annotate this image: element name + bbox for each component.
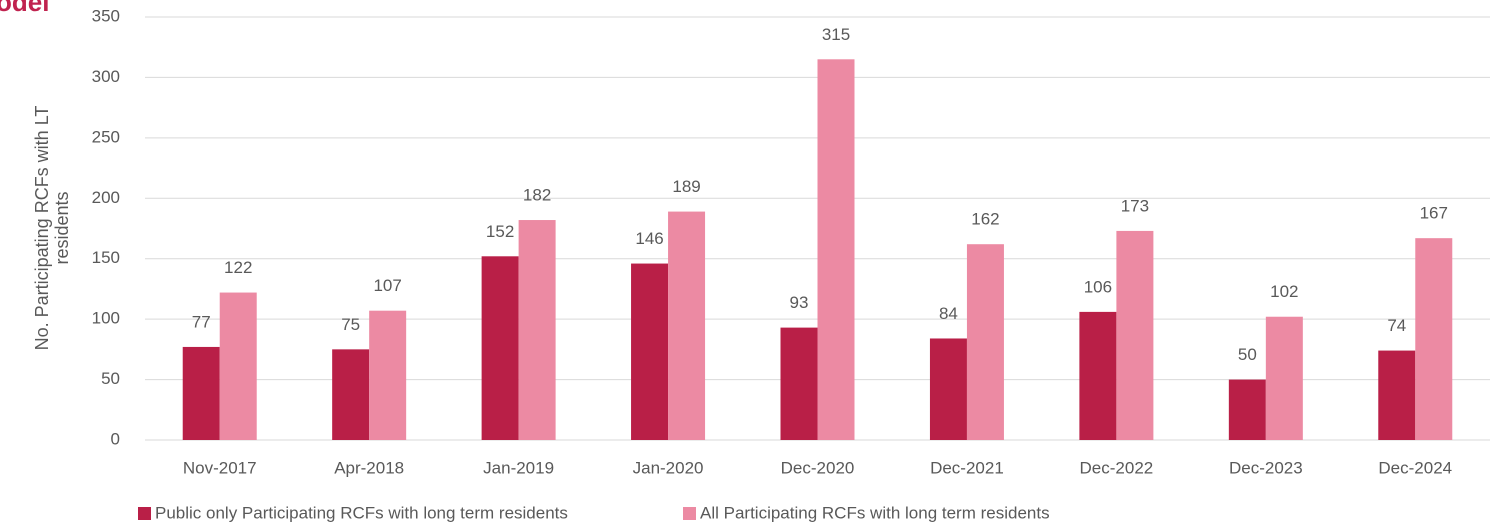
data-label: 182 <box>523 186 551 205</box>
legend-swatch <box>683 507 696 520</box>
data-label: 146 <box>635 229 663 248</box>
x-tick-label: Dec-2020 <box>781 458 855 477</box>
bar <box>1079 311 1117 440</box>
data-label: 77 <box>192 312 211 331</box>
y-tick-label: 100 <box>92 309 120 328</box>
bar <box>1378 350 1416 440</box>
y-tick-label: 200 <box>92 188 120 207</box>
chart-title: odel <box>0 0 49 17</box>
bar <box>966 244 1004 440</box>
data-label: 189 <box>672 177 700 196</box>
data-label: 152 <box>486 222 514 241</box>
y-tick-label: 50 <box>101 369 120 388</box>
bar <box>369 310 407 440</box>
data-label: 107 <box>373 276 401 295</box>
y-tick-label: 300 <box>92 67 120 86</box>
x-tick-label: Dec-2021 <box>930 458 1004 477</box>
data-label: 102 <box>1270 282 1298 301</box>
bar <box>817 59 855 441</box>
data-label: 106 <box>1084 277 1112 296</box>
bar <box>219 292 257 440</box>
bar <box>668 211 706 440</box>
bar <box>1415 238 1453 440</box>
bar <box>631 263 669 440</box>
data-label: 84 <box>939 304 958 323</box>
data-label: 162 <box>971 210 999 229</box>
data-label: 173 <box>1121 196 1149 215</box>
y-tick-label: 0 <box>111 429 120 448</box>
bar <box>780 327 818 440</box>
legend-label: All Participating RCFs with long term re… <box>700 503 1050 522</box>
x-tick-label: Nov-2017 <box>183 458 257 477</box>
bar <box>518 220 556 440</box>
data-label: 167 <box>1420 204 1448 223</box>
legend-swatch <box>138 507 151 520</box>
data-label: 315 <box>822 25 850 44</box>
data-label: 50 <box>1238 345 1257 364</box>
y-tick-label: 250 <box>92 127 120 146</box>
x-tick-label: Jan-2019 <box>483 458 554 477</box>
bar <box>1228 379 1266 440</box>
x-tick-label: Dec-2022 <box>1080 458 1154 477</box>
data-label: 122 <box>224 258 252 277</box>
x-tick-label: Dec-2023 <box>1229 458 1303 477</box>
y-axis-title: No. Participating RCFs with LT residents <box>32 105 72 351</box>
x-tick-label: Apr-2018 <box>334 458 404 477</box>
x-tick-label: Jan-2020 <box>633 458 704 477</box>
data-label: 93 <box>790 293 809 312</box>
bar <box>929 338 967 440</box>
bar <box>481 256 519 440</box>
bar <box>332 349 370 440</box>
bar <box>1116 230 1154 440</box>
bar <box>1265 316 1303 440</box>
y-tick-label: 350 <box>92 6 120 25</box>
y-tick-label: 150 <box>92 248 120 267</box>
legend-label: Public only Participating RCFs with long… <box>155 503 568 522</box>
data-label: 75 <box>341 315 360 334</box>
bar <box>182 346 220 440</box>
data-label: 74 <box>1387 316 1406 335</box>
x-tick-label: Dec-2024 <box>1378 458 1452 477</box>
